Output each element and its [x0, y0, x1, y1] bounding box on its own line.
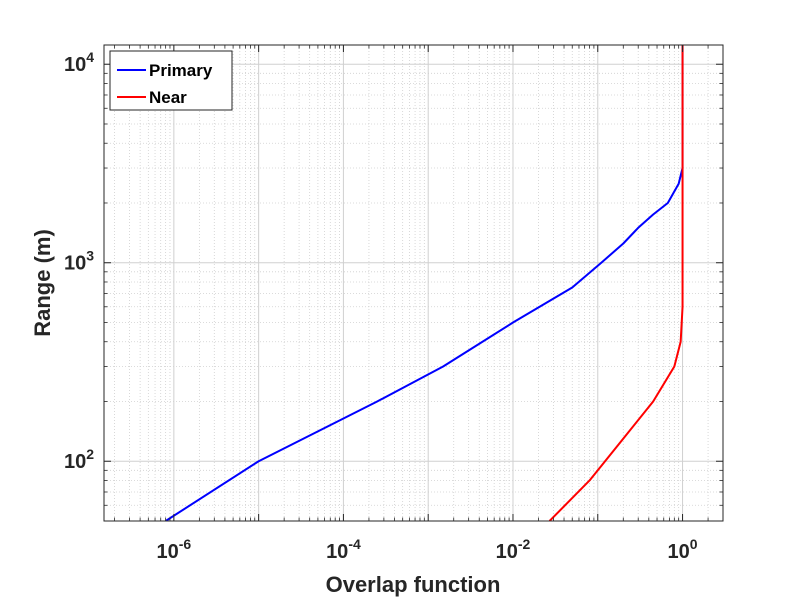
tick-labels: 10-6 10-4 10-2 100 102 103 104: [64, 49, 698, 563]
x-tick-label: 100: [668, 536, 698, 563]
legend-label-near: Near: [149, 88, 187, 107]
x-tick-label: 10-2: [496, 536, 531, 563]
series-line-primary: [165, 45, 684, 521]
legend-box: [109, 50, 233, 111]
legend-label-primary: Primary: [149, 61, 213, 80]
series-line-near: [548, 45, 684, 521]
x-tick-label: 10-4: [326, 536, 361, 563]
series-layer: [165, 45, 684, 521]
x-tick-label: 10-6: [157, 536, 192, 563]
y-tick-label: 104: [64, 49, 94, 76]
axis-ticks: [104, 45, 724, 522]
y-tick-label: 102: [64, 446, 94, 473]
y-tick-label: 103: [64, 248, 94, 275]
plot-background: [104, 45, 723, 521]
plot-frame: [103, 44, 724, 522]
legend: Primary Near: [109, 50, 233, 111]
y-axis-title: Range (m): [30, 229, 55, 337]
x-axis-title: Overlap function: [326, 572, 501, 597]
